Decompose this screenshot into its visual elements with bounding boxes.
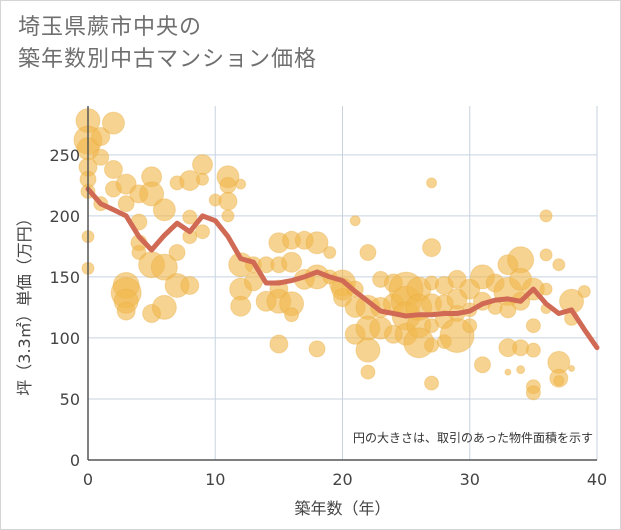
bubble-point [269, 334, 289, 354]
bubble-point [539, 209, 553, 223]
bubble-point [91, 127, 111, 147]
bubble-point [473, 356, 491, 374]
bubble-point [92, 148, 110, 166]
trend-line-group [85, 186, 600, 351]
y-tick-label: 50 [60, 390, 80, 409]
bubble-point [499, 301, 517, 319]
bubble-point [539, 282, 553, 296]
bubble-point [219, 176, 237, 194]
bubble-point [151, 294, 177, 320]
size-legend-note: 円の大きさは、取引のあった物件面積を示す [353, 430, 593, 445]
bubble-series [73, 108, 591, 401]
chart-title: 埼玉県蕨市中央の 築年数別中古マンション価格 [18, 12, 317, 76]
x-tick-label: 10 [205, 470, 225, 489]
bubble-point [426, 177, 438, 189]
bubble-point [553, 375, 565, 387]
bubble-point [539, 248, 553, 262]
bubble-point [308, 340, 326, 358]
bubble-point [180, 275, 200, 295]
y-tick-label: 200 [49, 207, 80, 226]
bubble-point [230, 295, 252, 317]
x-tick-label: 30 [460, 470, 480, 489]
bubble-point [462, 318, 478, 334]
bubble-point [323, 245, 337, 259]
bubble-point [196, 172, 210, 186]
axes: 0 50 100 150 200 250 0 10 20 30 40 [49, 106, 607, 489]
x-tick-label: 40 [587, 470, 607, 489]
y-tick-label: 100 [49, 329, 80, 348]
bubble-point [168, 243, 186, 261]
average-price-line [85, 186, 600, 351]
bubble-point [577, 285, 591, 299]
bubble-point [424, 375, 440, 391]
bubble-point [101, 111, 125, 135]
bubble-point [281, 251, 303, 273]
bubble-point [424, 337, 440, 353]
y-tick-label: 150 [49, 268, 80, 287]
bubble-point [525, 318, 541, 334]
bubble-point [525, 342, 541, 358]
bubble-point [139, 181, 165, 207]
y-tick-label: 250 [49, 146, 80, 165]
bubble-point [568, 364, 576, 372]
x-axis-title: 築年数（年） [294, 499, 390, 518]
title-line-2: 築年数別中古マンション価格 [18, 47, 318, 72]
bubble-point [360, 364, 376, 380]
bubble-point [516, 365, 526, 375]
bubble-point [359, 243, 377, 261]
y-axis-title: 坪（3.3㎡）単価（万円） [15, 210, 34, 395]
bubble-point [552, 258, 566, 272]
x-tick-label: 20 [332, 470, 352, 489]
bubble-point [150, 253, 178, 281]
bubble-point [349, 215, 361, 227]
bubble-point [192, 154, 214, 176]
bubble-point [355, 337, 381, 363]
bubble-point [243, 272, 263, 292]
bubble-point [103, 159, 123, 179]
bubble-point [512, 339, 530, 357]
bubble-point [152, 198, 176, 222]
x-tick-label: 0 [83, 470, 93, 489]
bubble-point [195, 224, 211, 240]
bubble-point [422, 238, 442, 258]
bubble-point [182, 209, 198, 225]
y-tick-label: 0 [70, 451, 80, 470]
bubble-point [117, 195, 135, 213]
bubble-point [504, 368, 512, 376]
bubble-point [284, 307, 300, 323]
bubble-point [235, 178, 247, 190]
bubble-point [116, 301, 136, 321]
title-line-1: 埼玉県蕨市中央の [18, 15, 203, 40]
bubble-point [305, 231, 329, 255]
bubble-point [525, 385, 541, 401]
bubble-point [221, 209, 235, 223]
bubble-point [115, 173, 137, 195]
bubble-point [218, 191, 238, 211]
